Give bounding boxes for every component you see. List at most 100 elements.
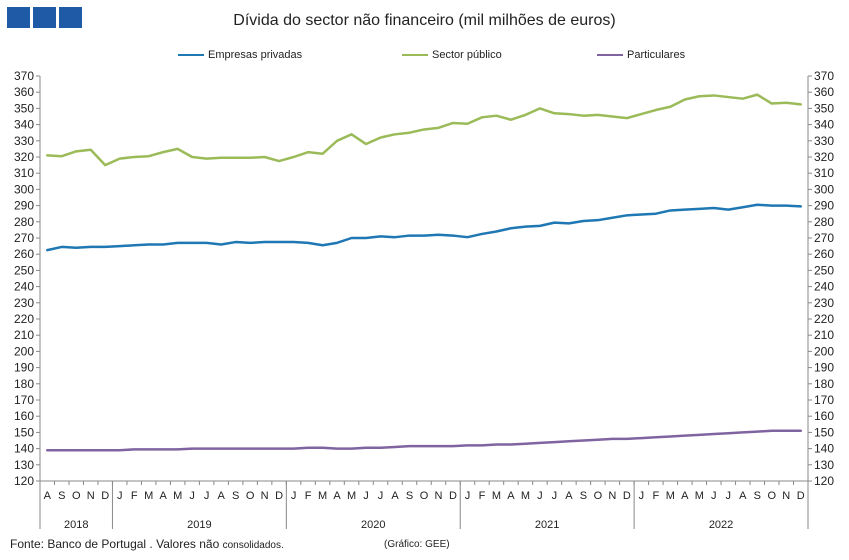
x-tick-label: J: [189, 490, 195, 502]
y-tick-label-left: 220: [14, 312, 34, 326]
year-label: 2020: [361, 519, 385, 531]
y-tick-label-left: 160: [14, 409, 34, 423]
series-line-0: [46, 203, 802, 252]
x-tick-label: N: [87, 490, 95, 502]
legend-item-publico: Sector público: [402, 49, 502, 61]
x-tick-label: A: [44, 490, 52, 502]
logo-square: [33, 7, 56, 28]
y-tick-label-left: 280: [14, 215, 34, 229]
x-tick-label: J: [363, 490, 369, 502]
x-tick-label: J: [204, 490, 210, 502]
x-tick-label: M: [695, 490, 704, 502]
y-tick-label-right: 170: [814, 393, 834, 407]
y-tick-label-left: 330: [14, 134, 34, 148]
y-tick-label-left: 230: [14, 296, 34, 310]
x-tick-label: N: [261, 490, 269, 502]
y-tick-label-right: 180: [814, 377, 834, 391]
logo-square: [59, 7, 82, 28]
year-label: 2022: [709, 519, 733, 531]
y-tick-label-right: 320: [814, 150, 834, 164]
x-tick-label: J: [465, 490, 471, 502]
brand-logo: [7, 7, 82, 28]
legend-label: Sector público: [432, 49, 502, 61]
y-tick-label-right: 210: [814, 328, 834, 342]
x-tick-label: O: [594, 490, 603, 502]
y-tick-label-right: 150: [814, 425, 834, 439]
legend-label: Particulares: [627, 49, 686, 61]
x-tick-label: J: [639, 490, 645, 502]
x-tick-label: D: [101, 490, 109, 502]
x-tick-label: A: [391, 490, 399, 502]
x-tick-label: A: [217, 490, 225, 502]
x-tick-label: S: [754, 490, 761, 502]
x-tick-label: O: [246, 490, 255, 502]
chart-credit: (Gráfico: GEE): [384, 539, 450, 550]
y-tick-label-left: 320: [14, 150, 34, 164]
year-label: 2018: [64, 519, 88, 531]
y-tick-label-left: 370: [14, 69, 34, 83]
y-tick-label-left: 170: [14, 393, 34, 407]
x-tick-label: J: [537, 490, 543, 502]
y-tick-label-right: 270: [814, 231, 834, 245]
y-tick-label-left: 300: [14, 182, 34, 196]
x-tick-label: J: [726, 490, 732, 502]
x-tick-label: N: [782, 490, 790, 502]
y-tick-label-left: 270: [14, 231, 34, 245]
legend-item-particulares: Particulares: [597, 49, 685, 61]
y-tick-label-left: 350: [14, 101, 34, 115]
y-tick-label-right: 370: [814, 69, 834, 83]
y-tick-label-left: 120: [14, 474, 34, 488]
x-tick-label: M: [318, 490, 327, 502]
y-tick-label-right: 310: [814, 166, 834, 180]
year-label: 2019: [187, 519, 211, 531]
y-tick-label-right: 230: [814, 296, 834, 310]
y-tick-label-left: 130: [14, 458, 34, 472]
y-tick-label-left: 250: [14, 263, 34, 277]
y-tick-label-right: 300: [814, 182, 834, 196]
y-tick-label-left: 150: [14, 425, 34, 439]
x-tick-label: A: [333, 490, 341, 502]
y-tick-label-right: 290: [814, 199, 834, 213]
y-tick-label-right: 350: [814, 101, 834, 115]
y-tick-label-right: 240: [814, 280, 834, 294]
y-tick-label-right: 160: [814, 409, 834, 423]
y-tick-label-left: 200: [14, 344, 34, 358]
y-tick-label-left: 360: [14, 85, 34, 99]
x-tick-label: N: [608, 490, 616, 502]
x-tick-label: A: [739, 490, 747, 502]
x-tick-label: J: [552, 490, 558, 502]
x-tick-label: N: [435, 490, 443, 502]
x-tick-label: S: [58, 490, 65, 502]
y-tick-label-right: 260: [814, 247, 834, 261]
y-tick-label-right: 330: [814, 134, 834, 148]
x-tick-label: S: [406, 490, 413, 502]
y-tick-label-left: 190: [14, 361, 34, 375]
x-tick-label: M: [492, 490, 501, 502]
x-tick-label: D: [275, 490, 283, 502]
x-tick-label: J: [291, 490, 297, 502]
x-tick-label: A: [681, 490, 689, 502]
chart-title: Dívida do sector não financeiro (mil mil…: [233, 12, 616, 29]
x-tick-label: A: [565, 490, 573, 502]
source-text: Fonte: Banco de Portugal . Valores não: [10, 537, 220, 551]
x-tick-label: M: [521, 490, 530, 502]
legend-swatch: [597, 54, 623, 56]
x-tick-label: J: [711, 490, 717, 502]
y-tick-label-right: 280: [814, 215, 834, 229]
x-tick-label: F: [305, 490, 312, 502]
y-tick-label-right: 190: [814, 361, 834, 375]
y-tick-label-right: 250: [814, 263, 834, 277]
y-tick-label-left: 290: [14, 199, 34, 213]
series-line-2: [46, 429, 802, 452]
x-tick-label: F: [652, 490, 659, 502]
x-tick-label: M: [347, 490, 356, 502]
x-tick-label: M: [144, 490, 153, 502]
y-tick-label-right: 130: [814, 458, 834, 472]
x-tick-label: S: [232, 490, 239, 502]
legend-swatch: [178, 54, 204, 56]
x-tick-label: O: [420, 490, 429, 502]
x-tick-label: S: [580, 490, 587, 502]
x-tick-label: J: [117, 490, 123, 502]
chart-legend: Empresas privadas Sector público Particu…: [0, 49, 849, 65]
